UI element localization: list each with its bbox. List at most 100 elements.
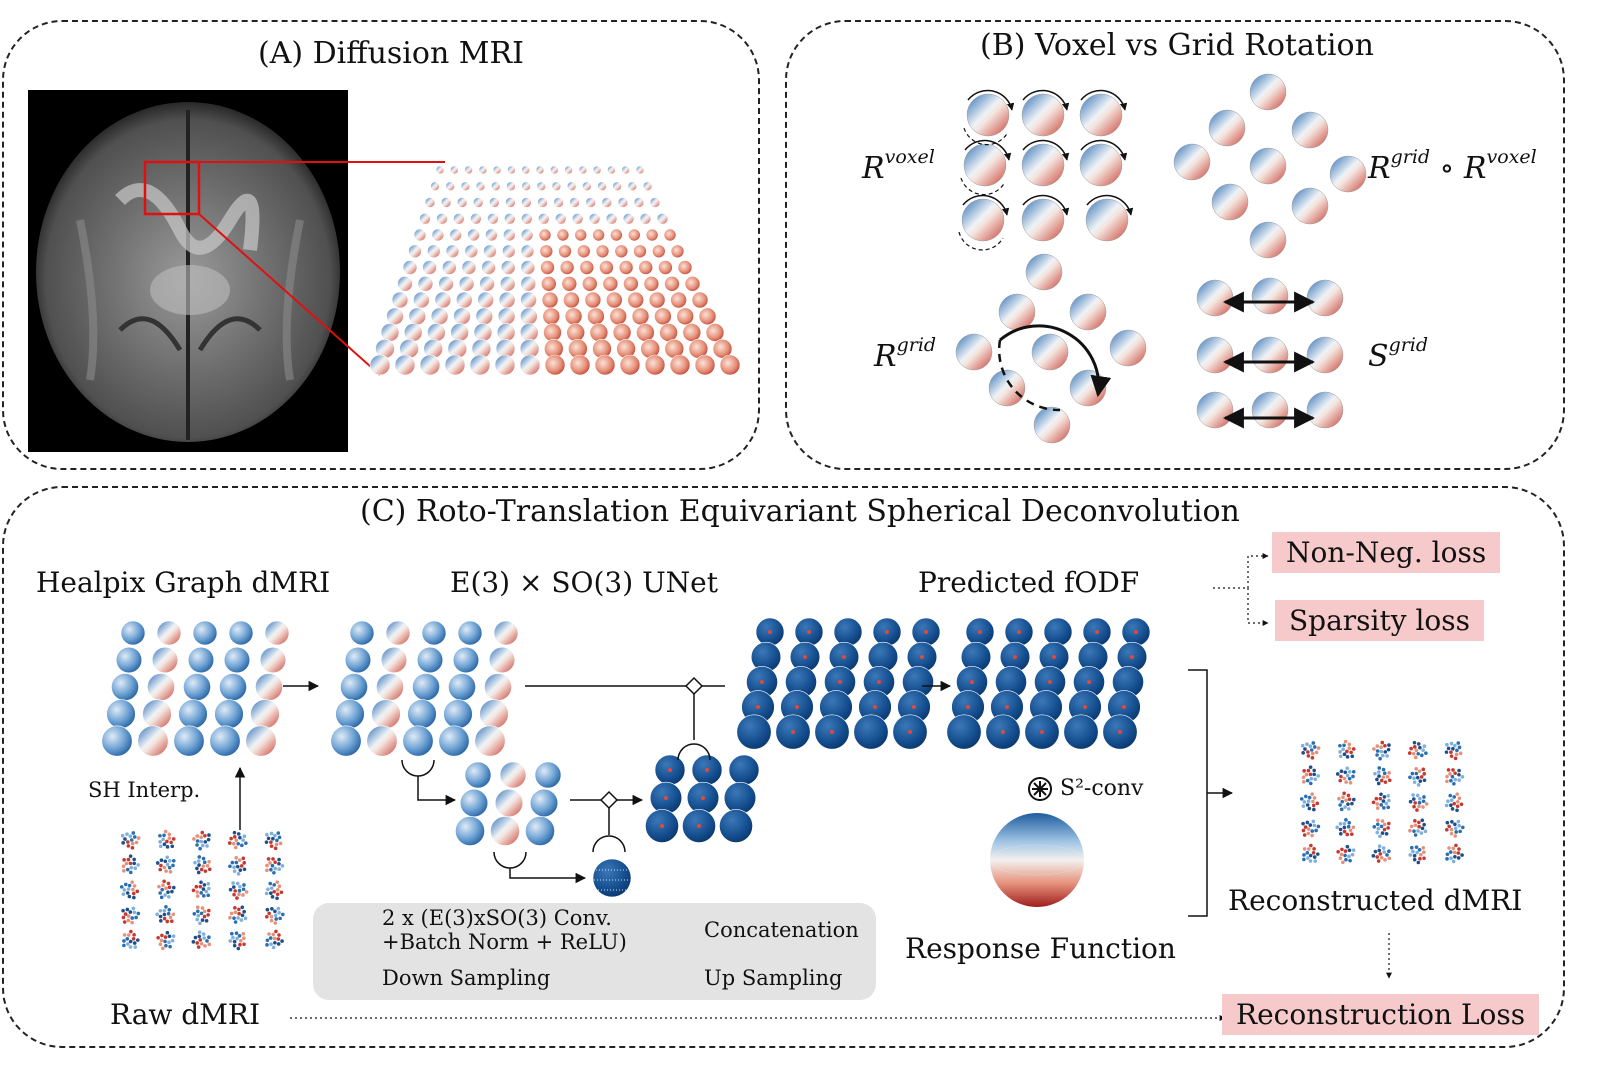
dmri-sphere — [245, 725, 277, 757]
sample-dot — [1448, 772, 1452, 776]
sample-dot — [275, 892, 280, 897]
odf-glyph — [576, 244, 591, 259]
odf-glyph — [635, 165, 645, 175]
reconstructed-dmri-points — [1299, 739, 1465, 865]
sample-dot — [125, 907, 130, 912]
sample-dot — [1408, 853, 1413, 857]
sample-dot — [1342, 776, 1347, 781]
s2-conv-label: S²-conv — [1060, 776, 1144, 801]
odf-glyph — [612, 181, 622, 192]
sample-dot — [807, 630, 811, 634]
odf-glyph — [644, 354, 666, 376]
legend-concat: Concatenation — [704, 918, 859, 942]
sample-dot — [202, 909, 207, 914]
odf-glyph — [453, 307, 471, 326]
sample-dot — [1313, 777, 1318, 782]
sample-dot — [1445, 779, 1449, 784]
sample-dot — [171, 858, 176, 863]
sample-dot — [1338, 743, 1342, 748]
dmri-sphere — [106, 699, 136, 729]
sample-dot — [1415, 808, 1419, 812]
odf-glyph — [676, 307, 695, 326]
sample-dot — [1309, 748, 1314, 752]
sample-dot — [1312, 796, 1317, 800]
sample-dot — [1301, 821, 1305, 826]
sample-dot — [1456, 741, 1461, 745]
sample-dot — [122, 943, 126, 948]
sample-dot — [1315, 852, 1320, 856]
sample-dot — [1316, 824, 1321, 829]
sample-dot — [269, 914, 274, 919]
non-neg-loss-box: Non-Neg. loss — [1272, 532, 1501, 573]
sample-dot — [1417, 769, 1422, 773]
sample-dot — [199, 891, 204, 895]
odf-glyph — [521, 181, 531, 192]
odf-glyph — [469, 354, 491, 376]
odf-glyph — [669, 354, 691, 376]
dmri-sphere — [264, 620, 290, 646]
sample-dot — [163, 939, 167, 944]
sample-dot — [168, 869, 173, 874]
sample-dot — [162, 879, 166, 884]
sample-dot — [1350, 852, 1355, 857]
sample-dot — [192, 911, 197, 916]
sample-dot — [1421, 767, 1426, 772]
dmri-sphere — [101, 725, 133, 757]
sample-dot — [1411, 751, 1416, 756]
sample-dot — [1338, 778, 1343, 783]
sample-dot — [1457, 847, 1461, 851]
sample-dot — [1346, 824, 1351, 829]
sample-dot — [1001, 730, 1005, 734]
sample-dot — [1371, 800, 1376, 805]
dmri-sphere — [187, 646, 215, 674]
feature-sphere — [330, 725, 362, 757]
odf-glyph — [705, 323, 725, 342]
sample-dot — [126, 844, 131, 848]
sample-dot — [1412, 804, 1416, 809]
odf-glyph — [424, 197, 436, 208]
odf-glyph — [408, 307, 427, 326]
sample-dot — [1312, 847, 1316, 851]
sample-dot — [1306, 750, 1310, 754]
sample-dot — [1346, 793, 1351, 798]
sample-dot — [195, 839, 200, 843]
sample-dot — [120, 833, 125, 838]
sample-dot — [1306, 768, 1311, 773]
sample-dot — [197, 863, 201, 867]
sample-dot — [1421, 845, 1426, 850]
sample-dot — [1382, 795, 1387, 799]
sample-dot — [1411, 793, 1415, 797]
sample-dot — [1302, 853, 1306, 857]
raw-dmri-label: Raw dMRI — [110, 998, 261, 1031]
sample-dot — [128, 834, 133, 839]
odf-glyph — [483, 244, 497, 259]
odf-glyph — [444, 354, 466, 376]
sample-dot — [271, 945, 276, 950]
sample-dot — [242, 883, 246, 887]
sample-dot — [277, 835, 282, 840]
sample-dot — [1345, 844, 1350, 849]
sample-dot — [196, 913, 201, 918]
sample-dot — [132, 910, 137, 915]
odf-glyph — [587, 307, 605, 326]
sample-dot — [920, 655, 924, 659]
predicted-fodf-spheres — [946, 617, 1151, 750]
odf-glyph — [436, 213, 448, 225]
feature-sphere — [380, 646, 408, 674]
sample-dot — [1313, 859, 1318, 863]
feature-sphere — [728, 754, 760, 786]
panel-a-title: (A) Diffusion MRI — [258, 36, 524, 71]
odf-glyph — [643, 275, 660, 292]
sample-dot — [128, 945, 133, 949]
odf-glyph — [449, 165, 459, 175]
sample-dot — [1345, 766, 1349, 771]
sample-dot — [1412, 829, 1416, 833]
sample-dot — [121, 864, 126, 869]
sample-dot — [240, 843, 244, 848]
odf-glyph — [605, 213, 618, 225]
odf-glyph — [649, 197, 661, 208]
odf-glyph — [490, 181, 501, 192]
sample-dot — [200, 906, 205, 910]
odf-glyph — [496, 323, 516, 342]
sample-dot — [1414, 748, 1419, 753]
